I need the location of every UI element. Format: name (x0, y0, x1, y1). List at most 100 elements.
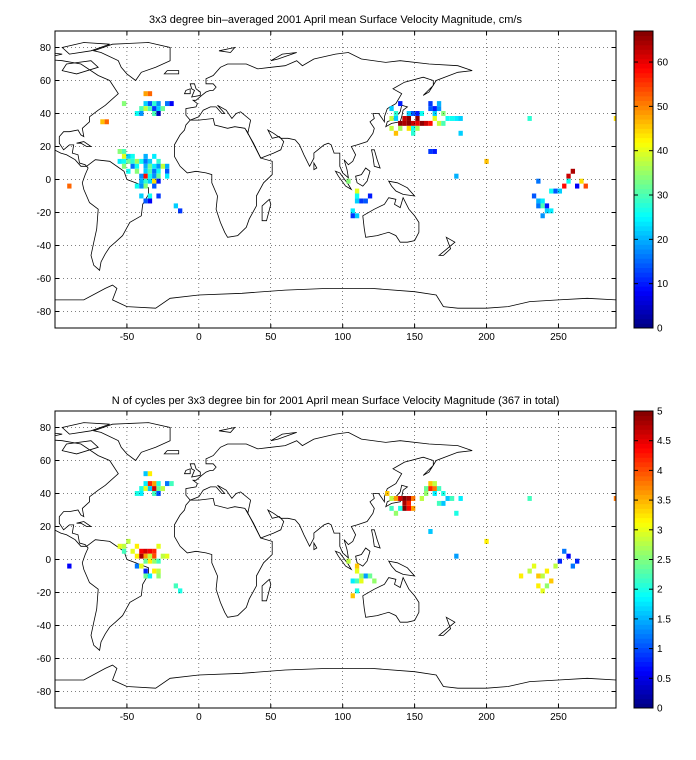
data-cell (367, 193, 373, 199)
data-cell (134, 563, 140, 569)
colorbar-swatch (634, 91, 653, 97)
data-cell (139, 106, 144, 112)
data-cell (152, 558, 157, 564)
data-cell (428, 101, 433, 107)
colorbar: 0 10 20 30 40 50 60 (633, 30, 669, 335)
data-cell (143, 168, 148, 174)
data-cell (553, 563, 558, 569)
data-cell (540, 573, 545, 579)
data-cell (389, 106, 394, 112)
data-cell (424, 120, 429, 126)
data-cell (428, 120, 433, 126)
x-tick-label: 50 (265, 332, 277, 343)
x-tick-label: -50 (120, 332, 135, 343)
data-cell (411, 125, 416, 131)
data-cell (100, 119, 105, 125)
data-cell (424, 486, 429, 492)
coastline-21 (61, 60, 99, 75)
data-cell (484, 158, 489, 164)
coastline-4 (173, 118, 273, 238)
colorbar-swatch (634, 193, 653, 199)
colorbar-tick-label: 3 (657, 525, 663, 536)
colorbar-swatch (634, 207, 653, 213)
colorbar-swatch (634, 31, 653, 37)
data-cell (156, 481, 161, 487)
data-cell (350, 593, 355, 599)
data-cell (126, 158, 131, 164)
colorbar-swatch (634, 531, 653, 537)
data-cell (406, 505, 412, 511)
data-cell (544, 203, 550, 209)
colorbar-swatch (634, 689, 653, 695)
data-cell (152, 173, 157, 179)
data-cell (354, 563, 360, 569)
data-cell (152, 168, 157, 174)
data-cell (152, 548, 157, 554)
data-cell (484, 538, 489, 544)
coastline-17 (371, 149, 381, 169)
colorbar-swatch (634, 443, 653, 449)
data-cell (147, 163, 153, 169)
data-cell (134, 158, 140, 164)
data-cell (536, 178, 541, 184)
coastline-7 (55, 284, 616, 328)
data-cell (432, 149, 437, 154)
coastline-15 (437, 236, 456, 256)
data-cell (160, 106, 166, 112)
data-cell (139, 553, 144, 559)
colorbar-swatch (634, 221, 653, 227)
colorbar-swatch (634, 517, 653, 523)
x-tick-label: 250 (550, 332, 567, 343)
data-cell (165, 163, 170, 169)
y-tick-label: -40 (37, 621, 52, 632)
data-cell (139, 548, 144, 554)
data-cell (134, 168, 140, 174)
colorbar-tick-label: 4.5 (657, 436, 671, 447)
colorbar-swatch (634, 684, 653, 690)
colorbar-swatch (634, 591, 653, 598)
coastline-16 (76, 141, 93, 147)
data-cell (143, 163, 148, 169)
data-cell (156, 491, 161, 496)
data-cell (147, 198, 153, 204)
data-cell (147, 548, 153, 554)
colorbar-tick-label: 2 (657, 585, 663, 596)
data-cell (613, 116, 616, 121)
y-tick-label: -80 (37, 687, 52, 698)
data-cell (143, 198, 148, 204)
data-cell (147, 91, 153, 97)
data-cell (531, 563, 537, 569)
data-cell (527, 496, 532, 501)
data-cell (445, 116, 450, 121)
data-cell (130, 153, 135, 159)
colorbar: 0 0.5 1 1.5 2 2.5 3 3.5 4 4.5 5 (633, 407, 671, 715)
data-cell (121, 163, 127, 169)
data-cell (393, 116, 399, 121)
colorbar-swatch (634, 323, 653, 329)
colorbar-swatch (634, 675, 653, 681)
coastline-0 (55, 59, 119, 167)
data-cell (152, 553, 157, 559)
data-cell (389, 505, 394, 511)
colorbar-swatch (634, 35, 653, 41)
data-cell (350, 578, 355, 584)
data-cell (147, 486, 153, 492)
colorbar-swatch (634, 44, 653, 50)
coastline-7 (55, 664, 616, 708)
colorbar-swatch (634, 694, 653, 700)
y-tick-label: 40 (40, 489, 52, 500)
data-cell (143, 568, 148, 574)
data-cell (143, 481, 148, 487)
data-cell (566, 553, 571, 559)
colorbar-swatch (634, 457, 653, 463)
data-cell (173, 203, 179, 209)
colorbar-swatch (634, 123, 653, 129)
data-cell (121, 543, 127, 549)
colorbar-swatch (634, 680, 653, 686)
data-cell (406, 496, 412, 501)
data-cell (359, 573, 364, 579)
data-cell (134, 111, 140, 116)
data-cell (359, 578, 364, 584)
data-cell (147, 193, 153, 199)
coastline-2 (81, 159, 149, 272)
